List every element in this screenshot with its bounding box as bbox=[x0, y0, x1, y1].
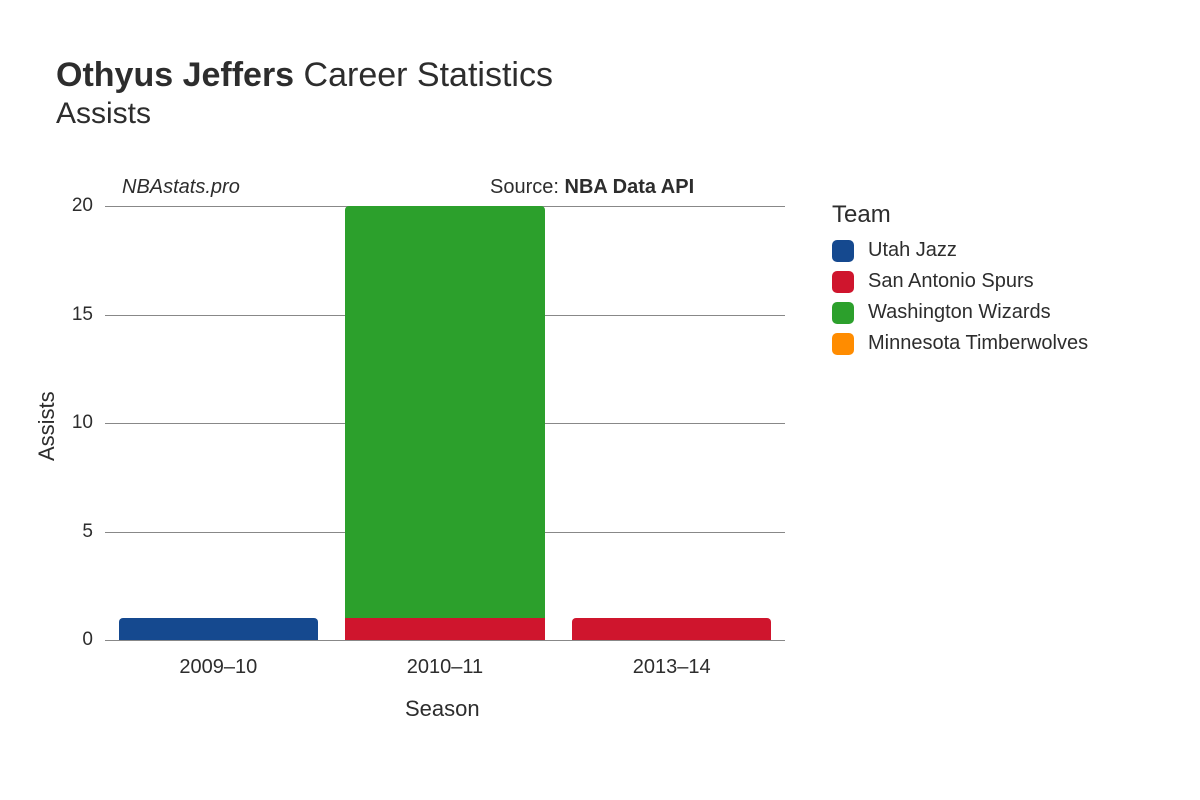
legend-swatch bbox=[832, 333, 854, 355]
x-tick-label: 2010–11 bbox=[407, 656, 483, 679]
y-tick-label: 10 bbox=[72, 412, 93, 434]
y-tick-label: 5 bbox=[82, 521, 93, 543]
bar-segment bbox=[572, 618, 771, 640]
y-axis-title: Assists bbox=[34, 391, 60, 461]
bar-segment bbox=[119, 618, 318, 640]
x-tick-label: 2009–10 bbox=[179, 656, 257, 679]
bar-segment bbox=[345, 618, 544, 640]
legend-item: San Antonio Spurs bbox=[832, 270, 1088, 293]
legend-swatch bbox=[832, 302, 854, 324]
data-source-label: Source: bbox=[490, 176, 559, 198]
title-suffix: Career Statistics bbox=[304, 56, 553, 94]
x-axis-line bbox=[105, 640, 785, 641]
y-tick-label: 20 bbox=[72, 195, 93, 217]
data-source-name: NBA Data API bbox=[565, 176, 695, 198]
legend-label: Washington Wizards bbox=[868, 301, 1051, 324]
x-axis-title: Season bbox=[405, 696, 480, 722]
bar-segment bbox=[345, 206, 544, 618]
site-credit-text: NBAstats.pro bbox=[122, 176, 240, 198]
title-metric: Assists bbox=[56, 97, 553, 131]
legend-swatch bbox=[832, 271, 854, 293]
legend-title: Team bbox=[832, 201, 1088, 229]
site-credit: NBAstats.pro bbox=[122, 176, 240, 199]
legend-swatch bbox=[832, 240, 854, 262]
plot-area: 051015202009–102010–112013–14 bbox=[105, 206, 785, 640]
x-tick-label: 2013–14 bbox=[633, 656, 711, 679]
legend-label: Minnesota Timberwolves bbox=[868, 332, 1088, 355]
y-tick-label: 0 bbox=[82, 629, 93, 651]
legend-item: Washington Wizards bbox=[832, 301, 1088, 324]
y-tick-label: 15 bbox=[72, 304, 93, 326]
legend-label: San Antonio Spurs bbox=[868, 270, 1034, 293]
legend-item: Utah Jazz bbox=[832, 239, 1088, 262]
title-player-name: Othyus Jeffers bbox=[56, 56, 294, 94]
legend: Team Utah Jazz San Antonio Spurs Washingto… bbox=[832, 201, 1088, 363]
legend-label: Utah Jazz bbox=[868, 239, 957, 262]
data-source: Source: NBA Data API bbox=[490, 176, 694, 199]
chart-title: Othyus Jeffers Career Statistics Assists bbox=[56, 56, 553, 131]
legend-item: Minnesota Timberwolves bbox=[832, 332, 1088, 355]
